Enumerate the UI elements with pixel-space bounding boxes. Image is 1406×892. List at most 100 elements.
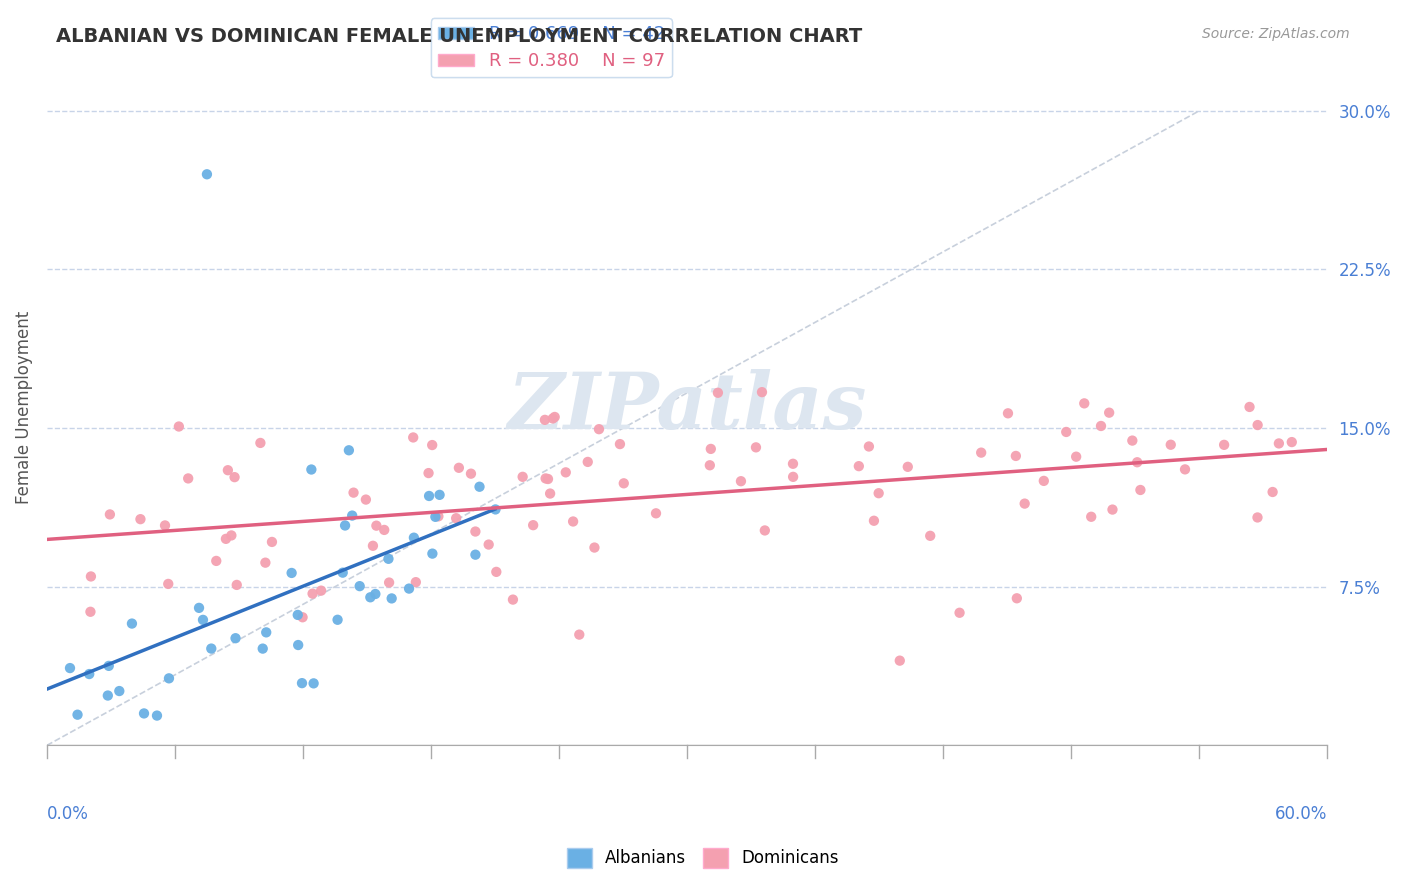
Point xyxy=(427,509,450,524)
Text: 60.0%: 60.0% xyxy=(1275,805,1327,822)
Point xyxy=(366,518,388,533)
Point xyxy=(948,606,970,620)
Point xyxy=(541,411,564,425)
Point xyxy=(782,470,804,484)
Point xyxy=(1261,485,1284,500)
Point xyxy=(534,413,557,427)
Point xyxy=(167,419,190,434)
Point xyxy=(464,524,486,539)
Point xyxy=(132,706,155,721)
Point xyxy=(730,474,752,488)
Point xyxy=(889,654,911,668)
Point xyxy=(287,607,309,622)
Point xyxy=(1246,510,1268,524)
Point xyxy=(129,512,152,526)
Point xyxy=(562,515,585,529)
Point xyxy=(299,462,322,476)
Point xyxy=(333,518,356,533)
Point xyxy=(402,531,425,545)
Point xyxy=(897,459,920,474)
Point xyxy=(522,518,544,533)
Point xyxy=(444,511,467,525)
Point xyxy=(340,508,363,523)
Point xyxy=(1246,418,1268,433)
Point xyxy=(420,438,443,452)
Point xyxy=(464,548,486,562)
Point xyxy=(224,470,246,484)
Point xyxy=(254,556,277,570)
Point xyxy=(1073,396,1095,410)
Point xyxy=(1126,455,1149,469)
Point xyxy=(422,547,444,561)
Point xyxy=(381,591,404,606)
Point xyxy=(177,471,200,485)
Point xyxy=(188,600,211,615)
Point xyxy=(1014,497,1036,511)
Point xyxy=(287,638,309,652)
Point xyxy=(302,676,325,690)
Point xyxy=(1160,438,1182,452)
Point xyxy=(349,579,371,593)
Point xyxy=(1080,509,1102,524)
Text: Source: ZipAtlas.com: Source: ZipAtlas.com xyxy=(1202,27,1350,41)
Point xyxy=(291,676,314,690)
Point xyxy=(502,592,524,607)
Point xyxy=(309,583,332,598)
Y-axis label: Female Unemployment: Female Unemployment xyxy=(15,310,32,504)
Point xyxy=(205,554,228,568)
Point xyxy=(354,492,377,507)
Point xyxy=(554,466,576,480)
Point xyxy=(215,532,238,546)
Point xyxy=(754,524,776,538)
Point xyxy=(200,641,222,656)
Point xyxy=(260,535,283,549)
Point xyxy=(609,437,631,451)
Point xyxy=(534,471,557,485)
Point xyxy=(1064,450,1087,464)
Point xyxy=(613,476,636,491)
Point xyxy=(405,575,427,590)
Point xyxy=(782,457,804,471)
Point xyxy=(863,514,886,528)
Point xyxy=(225,578,247,592)
Point xyxy=(970,445,993,459)
Point xyxy=(79,605,101,619)
Point xyxy=(707,385,730,400)
Point xyxy=(848,459,870,474)
Point xyxy=(398,582,420,596)
Point xyxy=(537,472,560,486)
Point xyxy=(745,441,768,455)
Point xyxy=(280,566,302,580)
Point xyxy=(337,443,360,458)
Point xyxy=(447,460,470,475)
Point xyxy=(252,641,274,656)
Point xyxy=(1129,483,1152,497)
Text: 0.0%: 0.0% xyxy=(46,805,89,822)
Point xyxy=(429,488,451,502)
Legend: R = 0.669    N = 42, R = 0.380    N = 97: R = 0.669 N = 42, R = 0.380 N = 97 xyxy=(430,18,672,78)
Point xyxy=(645,506,668,520)
Point xyxy=(460,467,482,481)
Point xyxy=(108,684,131,698)
Point xyxy=(997,406,1019,420)
Point xyxy=(98,508,121,522)
Point xyxy=(377,551,399,566)
Point xyxy=(249,436,271,450)
Point xyxy=(538,486,561,500)
Point xyxy=(425,509,447,524)
Point xyxy=(191,613,214,627)
Point xyxy=(359,591,381,605)
Point xyxy=(751,385,773,400)
Point xyxy=(66,707,89,722)
Point xyxy=(342,485,364,500)
Point xyxy=(583,541,606,555)
Point xyxy=(361,539,384,553)
Legend: Albanians, Dominicans: Albanians, Dominicans xyxy=(561,841,845,875)
Point xyxy=(77,667,100,681)
Point xyxy=(146,708,169,723)
Point xyxy=(418,466,440,480)
Point xyxy=(485,565,508,579)
Point xyxy=(1101,502,1123,516)
Point xyxy=(920,529,942,543)
Point xyxy=(576,455,599,469)
